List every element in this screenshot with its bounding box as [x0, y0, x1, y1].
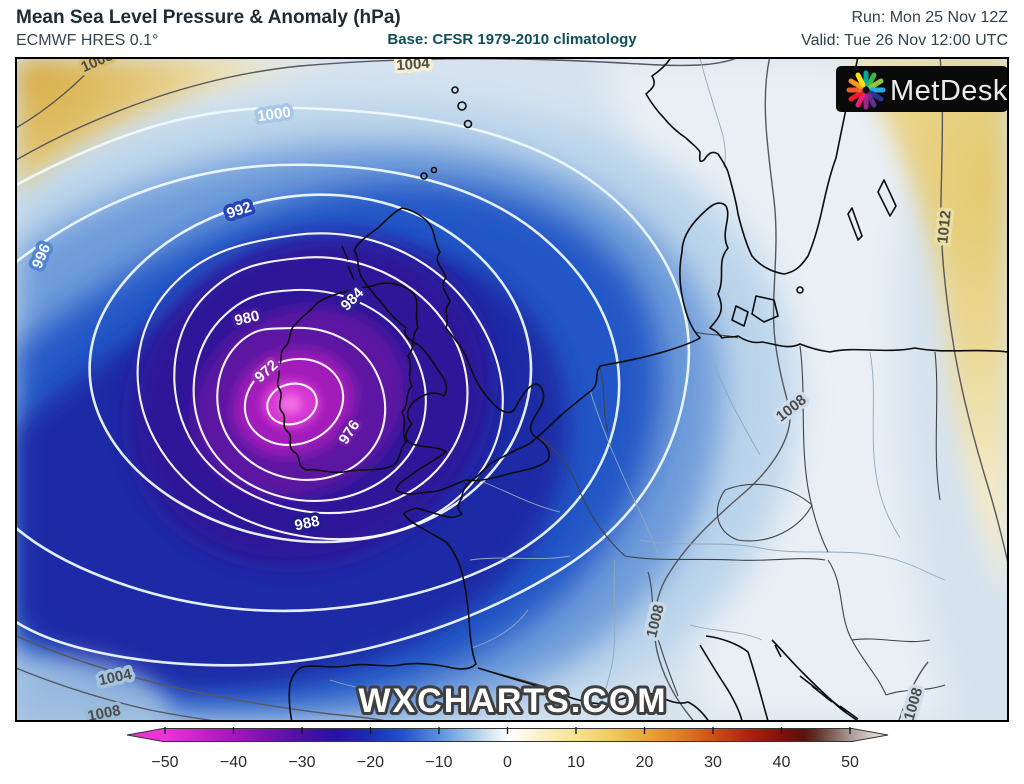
- tick-label: 0: [503, 754, 512, 771]
- model-label: ECMWF HRES 0.1°: [16, 32, 159, 49]
- metdesk-logo-text: MetDesk: [890, 75, 1008, 107]
- colorbar-tick-labels: −50 −40 −30 −20 −10 0 10 20 30 40 50: [151, 754, 859, 771]
- tick-label: −20: [357, 754, 384, 771]
- watermark: WXCHARTS.COM: [358, 682, 667, 720]
- colorbar-ticks: [164, 727, 851, 734]
- run-label: Run: Mon 25 Nov 12Z: [851, 9, 1008, 26]
- anomaly-shading: [16, 58, 1008, 721]
- tick-label: 20: [636, 754, 654, 771]
- base-climatology-label: Base: CFSR 1979-2010 climatology: [387, 31, 637, 48]
- colorbar-gradient-bar: [126, 728, 889, 742]
- climatology-isobars: [16, 58, 1008, 721]
- country-borders: [477, 331, 946, 697]
- map-frame: [15, 57, 1009, 722]
- coastlines: [276, 58, 1008, 721]
- anomaly-colorbar: −50 −40 −30 −20 −10 0 10 20 30 40 50: [126, 727, 889, 771]
- header-right: Run: Mon 25 Nov 12Z Valid: Tue 26 Nov 12…: [801, 6, 1008, 52]
- valid-label: Valid: Tue 26 Nov 12:00 UTC: [801, 32, 1008, 49]
- tick-label: −40: [220, 754, 247, 771]
- isobar-label: 1012: [934, 210, 954, 245]
- forecast-isobars: [16, 106, 691, 667]
- page-title: Mean Sea Level Pressure & Anomaly (hPa): [16, 7, 401, 28]
- header-left: Mean Sea Level Pressure & Anomaly (hPa) …: [16, 6, 401, 52]
- rivers: [329, 58, 946, 703]
- tick-label: 10: [567, 754, 585, 771]
- metdesk-pinwheel-icon: [846, 70, 886, 110]
- tick-label: 30: [704, 754, 722, 771]
- tick-label: −10: [425, 754, 452, 771]
- metdesk-logo: MetDesk: [836, 66, 1008, 112]
- tick-label: 50: [841, 754, 859, 771]
- tick-label: 40: [773, 754, 791, 771]
- tick-label: −30: [288, 754, 315, 771]
- tick-label: −50: [151, 754, 178, 771]
